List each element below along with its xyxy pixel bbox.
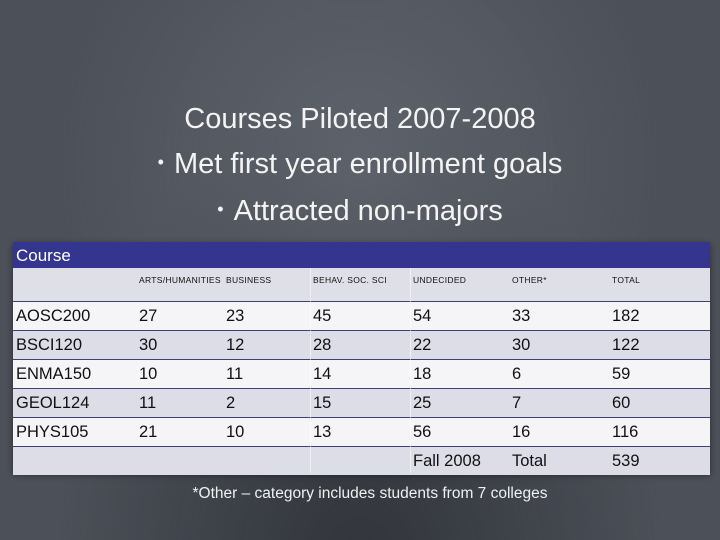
total-value: 59 [612,365,631,383]
total-value: 60 [612,394,631,412]
column-divider [410,268,411,473]
table-row: AOSC200 27 23 45 54 33 182 [13,302,710,331]
other-value: 6 [512,365,522,383]
arts-humanities-value: 30 [139,336,158,354]
table-header-band: Course [13,242,710,268]
behav-soc-sci-value: 14 [313,365,332,383]
business-value: 11 [226,365,244,383]
column-header-business: BUSINESS [226,275,272,285]
table-row: PHYS105 21 10 13 56 16 116 [13,418,710,447]
undecided-value: 56 [413,423,432,441]
arts-humanities-value: 10 [139,365,158,383]
course-code: GEOL124 [16,394,90,412]
bullet-text: Met first year enrollment goals [173,148,563,180]
slide-title: Courses Piloted 2007-2008 [184,103,536,135]
course-code: BSCI120 [16,336,83,354]
business-value: 23 [226,307,245,325]
bullet-item-1: • Met first year enrollment goals [0,146,720,183]
other-value: 7 [512,394,522,412]
arts-humanities-value: 21 [139,423,158,441]
table-row: ENMA150 10 11 14 18 6 59 [13,360,710,389]
course-code: ENMA150 [16,365,92,383]
summary-row: Fall 2008 Total 539 [13,447,710,475]
total-value: 116 [612,423,639,441]
business-value: 2 [226,394,236,412]
bullet-icon: • [157,152,164,173]
table-row: BSCI120 30 12 28 22 30 122 [13,331,710,360]
behav-soc-sci-value: 28 [313,336,332,354]
total-value: 122 [612,336,640,354]
column-header-arts-humanities: ARTS/HUMANITIES [139,275,221,285]
column-divider [310,268,311,473]
total-value: 182 [612,307,640,325]
course-code: AOSC200 [16,307,91,325]
undecided-value: 25 [413,394,432,412]
grand-total-value: 539 [612,452,640,470]
behav-soc-sci-value: 45 [313,307,332,325]
footnote: *Other – category includes students from… [192,485,548,502]
bullet-text: Attracted non-majors [233,195,503,227]
business-value: 10 [226,423,245,441]
undecided-value: 18 [413,365,432,383]
column-header-behav-soc-sci: BEHAV. SOC. SCI [313,275,387,285]
total-label: Total [512,452,547,470]
behav-soc-sci-value: 13 [313,423,332,441]
table-row: GEOL124 11 2 15 25 7 60 [13,389,710,418]
other-value: 30 [512,336,531,354]
other-value: 33 [512,307,531,325]
undecided-value: 54 [413,307,432,325]
undecided-value: 22 [413,336,432,354]
course-code: PHYS105 [16,423,89,441]
behav-soc-sci-value: 15 [313,394,332,412]
column-header-undecided: UNDECIDED [413,275,467,285]
term-label: Fall 2008 [413,452,481,470]
arts-humanities-value: 11 [139,394,157,412]
bullet-icon: • [217,199,224,220]
column-header-other: OTHER* [512,275,547,285]
other-value: 16 [512,423,531,441]
column-header-row: ARTS/HUMANITIES BUSINESS BEHAV. SOC. SCI… [13,268,710,302]
arts-humanities-value: 27 [139,307,158,325]
enrollment-table: Course ARTS/HUMANITIES BUSINESS BEHAV. S… [13,242,710,475]
bullet-item-2: • Attracted non-majors [0,193,720,230]
column-header-total: TOTAL [612,275,641,285]
business-value: 12 [226,336,245,354]
